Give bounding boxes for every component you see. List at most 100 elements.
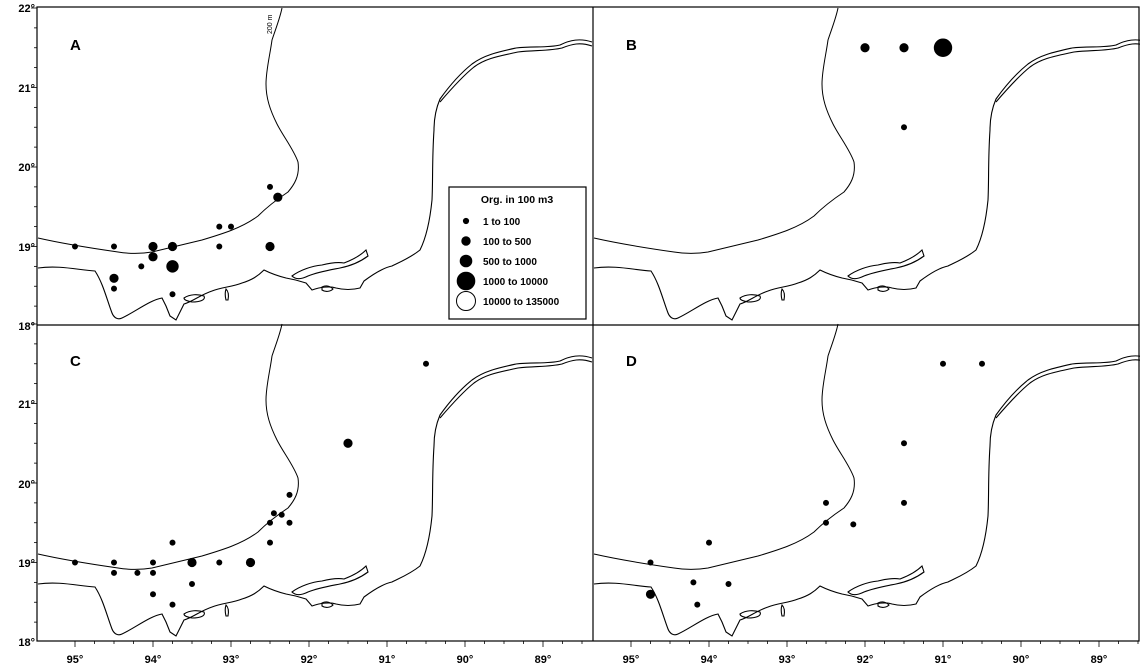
legend-symbol — [456, 291, 476, 311]
station-marker — [134, 569, 141, 576]
isobath-200m-line — [37, 7, 299, 254]
lat-label-18-mid: 18° — [18, 321, 35, 333]
station-marker — [706, 539, 713, 546]
legend-symbol — [456, 271, 476, 291]
lat-label-20-upper: 20° — [18, 162, 35, 174]
station-marker — [148, 241, 158, 252]
longitude-labels-right: 95° 94° 93° 92° 91° 90° 89° — [623, 654, 1108, 666]
lon-label-92-left: 92° — [301, 654, 318, 666]
legend-symbol — [462, 217, 470, 225]
station-marker — [148, 252, 158, 262]
coastline-offshore-bar — [995, 43, 1140, 103]
station-markers — [72, 360, 429, 608]
lon-label-91-left: 91° — [379, 654, 396, 666]
station-marker — [725, 580, 732, 587]
lon-label-93-right: 93° — [779, 654, 796, 666]
peninsula-outline — [291, 248, 369, 280]
station-markers — [72, 183, 283, 298]
station-marker — [273, 192, 283, 202]
peninsula-outline — [291, 564, 369, 596]
station-marker — [111, 559, 118, 566]
lat-label-22: 22° — [18, 3, 35, 15]
peninsula-outline — [847, 248, 925, 280]
lon-label-89-right: 89° — [1091, 654, 1108, 666]
legend-rows: 1 to 100 100 to 500 500 to 1000 1000 to 100… — [456, 217, 560, 311]
river-mouth-outline — [780, 287, 785, 301]
lon-label-95-right: 95° — [623, 654, 640, 666]
lon-label-90-left: 90° — [457, 654, 474, 666]
station-marker — [266, 183, 273, 190]
station-marker — [188, 580, 195, 587]
legend-label: 500 to 1000 — [483, 257, 537, 268]
panel-letter-d: D — [626, 353, 637, 370]
station-marker — [72, 243, 79, 250]
station-marker — [72, 559, 79, 566]
station-markers — [860, 38, 953, 131]
lon-label-91-right: 91° — [935, 654, 952, 666]
legend-label: 10000 to 135000 — [483, 297, 560, 308]
map-panel-b: B — [593, 7, 1140, 321]
station-marker — [138, 263, 145, 270]
legend-label: 1 to 100 — [483, 217, 521, 228]
station-marker — [899, 43, 909, 53]
station-marker — [901, 440, 908, 447]
legend-symbol — [459, 254, 473, 268]
lagoon-outline — [739, 610, 761, 619]
longitude-labels-left: 95° 94° 93° 92° 91° 90° 89° — [67, 654, 552, 666]
station-marker — [645, 589, 656, 599]
station-marker — [422, 360, 429, 367]
map-panels: 200 m A B C D — [31, 7, 1140, 647]
station-marker — [111, 285, 118, 292]
panel-letter-b: B — [626, 37, 637, 54]
latitude-labels: 22° 21° 20° 19° 18° 22° 21° 20° 19° 18° — [18, 3, 35, 649]
station-markers — [645, 360, 986, 608]
island-outline — [877, 601, 890, 608]
station-marker — [245, 557, 256, 568]
coastline — [593, 39, 1140, 321]
lon-label-89-left: 89° — [535, 654, 552, 666]
lat-label-19-upper: 19° — [18, 242, 35, 254]
island-outline — [877, 285, 890, 292]
station-marker — [216, 223, 223, 230]
station-marker — [940, 360, 947, 367]
lon-label-94-left: 94° — [145, 654, 162, 666]
tick-marks — [630, 641, 1139, 647]
station-marker — [343, 438, 353, 448]
station-marker — [286, 519, 293, 526]
isobath-200m-line — [593, 7, 855, 254]
lat-label-21-lower: 21° — [18, 399, 35, 411]
isobath-200m-line — [593, 323, 855, 570]
figure-frame — [36, 6, 1140, 642]
station-marker — [901, 499, 908, 506]
station-marker — [111, 569, 118, 576]
station-marker — [149, 559, 156, 566]
station-marker — [647, 559, 654, 566]
station-marker — [111, 243, 118, 250]
station-marker — [266, 519, 273, 526]
station-marker — [266, 539, 273, 546]
river-mouth-outline — [780, 603, 785, 617]
panel-letter-a: A — [70, 37, 81, 54]
coastline-offshore-bar — [439, 359, 593, 419]
peninsula-outline — [847, 564, 925, 596]
legend-label: 100 to 500 — [483, 237, 532, 248]
coastline-offshore-bar — [439, 43, 593, 103]
basemap — [37, 323, 593, 637]
legend: Org. in 100 m3 1 to 100 100 to 500 500 to … — [448, 186, 587, 320]
lon-label-95-left: 95° — [67, 654, 84, 666]
station-marker — [690, 579, 697, 586]
lagoon-outline — [183, 294, 205, 303]
station-marker — [850, 521, 857, 528]
station-marker — [270, 510, 277, 517]
lon-label-90-right: 90° — [1013, 654, 1030, 666]
lagoon-outline — [183, 610, 205, 619]
isobath-label: 200 m — [267, 14, 274, 34]
station-marker — [149, 591, 156, 598]
station-marker — [278, 511, 285, 518]
lat-label-21-upper: 21° — [18, 83, 35, 95]
station-marker — [166, 260, 179, 273]
legend-symbol — [461, 236, 471, 246]
map-panel-d: D — [593, 323, 1140, 647]
station-marker — [167, 241, 178, 252]
island-outline — [321, 601, 334, 608]
